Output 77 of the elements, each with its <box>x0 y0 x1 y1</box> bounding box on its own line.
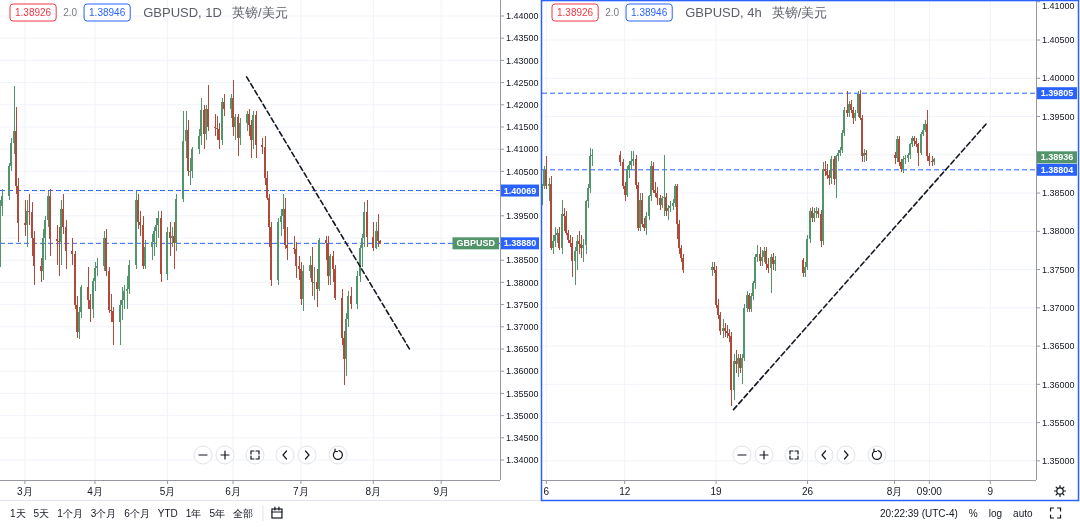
ref-line-label: 1.38804 <box>1040 164 1074 175</box>
ref-line-label: 1.40069 <box>503 185 537 196</box>
y-tick-label: 1.36000 <box>506 366 539 377</box>
y-tick-label: 1.37000 <box>1042 302 1075 313</box>
y-tick-label: 1.38000 <box>506 277 539 288</box>
y-tick-label: 1.40500 <box>506 166 539 177</box>
y-tick-label: 1.37000 <box>506 321 539 332</box>
y-tick-label: 1.39500 <box>506 210 539 221</box>
chart-subtitle: 英镑/美元 <box>771 5 828 20</box>
x-tick-label: 4月 <box>87 486 103 497</box>
y-tick-label: 1.38500 <box>1042 188 1075 199</box>
chart-subtitle: 英镑/美元 <box>231 5 288 20</box>
text: 1.38936 <box>1040 152 1074 163</box>
annotation: 1.38946 <box>89 7 126 18</box>
y-tick-label: 1.34000 <box>506 455 539 466</box>
text: YTD <box>157 508 178 519</box>
text: % <box>968 508 978 519</box>
x-tick-label: 09:00 <box>916 486 943 497</box>
x-tick-label: 9月 <box>433 486 449 497</box>
y-tick-label: 1.38500 <box>506 255 539 266</box>
y-tick-label: 1.37500 <box>506 299 539 310</box>
x-tick-label: 26 <box>801 486 814 497</box>
text: 20:22:39 (UTC-4) <box>880 508 958 519</box>
annotation: 2.0 <box>605 7 620 18</box>
x-tick-label: 8月 <box>886 486 903 497</box>
annotation: 1.38926 <box>15 7 52 18</box>
text: 3个月 <box>90 508 117 519</box>
y-tick-label: 1.37500 <box>1042 264 1075 275</box>
y-tick-label: 1.44000 <box>506 11 539 22</box>
y-tick-label: 1.41000 <box>1042 1 1075 12</box>
x-tick-label: 6月 <box>225 486 241 497</box>
text: auto <box>1013 508 1033 519</box>
y-tick-label: 1.36000 <box>1042 379 1075 390</box>
y-tick-label: 1.42500 <box>506 77 539 88</box>
annotation: 1.38946 <box>631 7 668 18</box>
y-tick-label: 1.38000 <box>1042 226 1075 237</box>
y-tick-label: 1.40500 <box>1042 35 1075 46</box>
x-tick-label: 6 <box>543 486 550 497</box>
x-tick-label: 3月 <box>17 486 33 497</box>
candlestick <box>372 221 374 252</box>
text: 1天 <box>10 508 26 519</box>
y-tick-label: 1.39500 <box>1042 111 1075 122</box>
y-tick-label: 1.36500 <box>506 344 539 355</box>
y-tick-label: 1.41500 <box>506 122 539 133</box>
x-tick-label: 12 <box>619 486 631 497</box>
x-tick-label: 8月 <box>365 486 382 497</box>
y-tick-label: 1.35500 <box>1042 417 1075 428</box>
ref-line-label: 1.39805 <box>1040 88 1074 99</box>
y-tick-label: 1.43000 <box>506 55 539 66</box>
x-tick-label: 9 <box>987 486 994 497</box>
ref-line-label: 1.38880 <box>503 238 537 249</box>
text: 1个月 <box>57 508 83 519</box>
chart-title: GBPUSD, 4h <box>685 5 762 20</box>
annotation: 2.0 <box>63 7 78 18</box>
y-tick-label: 1.34500 <box>506 432 539 443</box>
x-tick-label: 7月 <box>293 486 309 497</box>
y-tick-label: 1.35000 <box>506 410 539 421</box>
x-tick-label: 5月 <box>159 486 176 497</box>
text: 全部 <box>232 508 253 519</box>
text: 6个月 <box>124 508 150 519</box>
y-tick-label: 1.42000 <box>506 99 539 110</box>
chart-title: GBPUSD, 1D <box>143 5 222 20</box>
y-tick-label: 1.36500 <box>1042 341 1075 352</box>
annotation: 1.38926 <box>557 7 594 18</box>
y-tick-label: 1.35500 <box>506 388 539 399</box>
candlestick <box>366 199 368 248</box>
candlestick <box>350 286 352 310</box>
y-tick-label: 1.43500 <box>506 33 539 44</box>
annotation: GBPUSD <box>456 238 496 249</box>
y-tick-label: 1.40000 <box>1042 73 1075 84</box>
text: log <box>988 508 1003 519</box>
text: 5年 <box>209 508 225 519</box>
y-tick-label: 1.35000 <box>1042 456 1075 467</box>
text: 5天 <box>33 508 50 519</box>
text: 1年 <box>185 508 202 519</box>
y-tick-label: 1.41000 <box>506 144 539 155</box>
x-tick-label: 19 <box>710 486 723 497</box>
